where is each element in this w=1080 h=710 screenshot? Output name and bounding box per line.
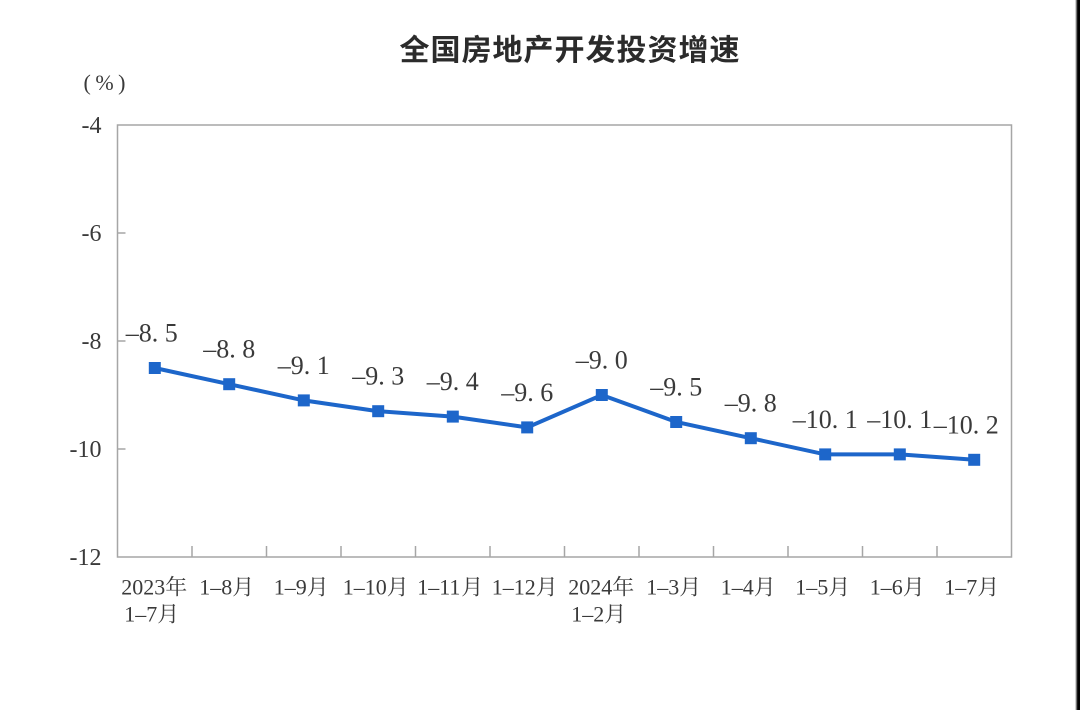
svg-text:–8. 5: –8. 5 [125,319,178,348]
svg-text:2024: 2024 [568,575,612,600]
svg-text:–9. 0: –9. 0 [575,346,628,375]
svg-text:1–8: 1–8 [199,575,232,600]
svg-text:1–4: 1–4 [721,575,754,600]
svg-text:1–10: 1–10 [343,575,387,600]
svg-text:1–6: 1–6 [870,575,903,600]
svg-text:–9. 8: –9. 8 [724,389,777,418]
svg-text:1–7: 1–7 [124,602,157,627]
svg-text:(%): (%) [84,70,130,95]
svg-text:1–3: 1–3 [646,575,679,600]
svg-text:1–11: 1–11 [417,575,460,600]
svg-text:–8. 8: –8. 8 [202,335,255,364]
svg-text:2023: 2023 [121,575,165,600]
svg-text:-12: -12 [70,545,102,571]
svg-text:1–5: 1–5 [795,575,828,600]
svg-text:–9. 1: –9. 1 [277,351,330,380]
svg-text:–10. 2: –10. 2 [933,410,999,439]
svg-text:-4: -4 [82,113,102,139]
svg-text:–9. 3: –9. 3 [351,362,404,391]
svg-text:–9. 5: –9. 5 [649,373,702,402]
svg-text:–9. 6: –9. 6 [500,378,553,407]
svg-text:1–7: 1–7 [944,575,977,600]
svg-text:1–9: 1–9 [274,575,307,600]
svg-text:1–2: 1–2 [571,602,604,627]
svg-text:1–12: 1–12 [492,575,536,600]
svg-text:–10. 1: –10. 1 [792,405,858,434]
svg-text:-8: -8 [82,329,102,355]
svg-text:–9. 4: –9. 4 [426,367,479,396]
svg-text:-10: -10 [70,437,102,463]
svg-text:-6: -6 [82,221,102,247]
svg-text:–10. 1: –10. 1 [866,405,932,434]
